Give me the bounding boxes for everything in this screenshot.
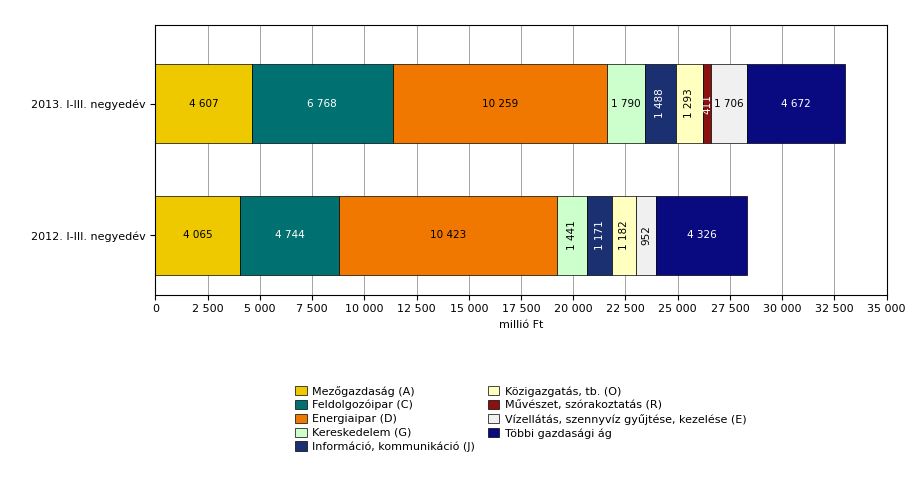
Bar [747,64,845,143]
Text: 10 259: 10 259 [482,99,518,109]
Bar [251,64,393,143]
Text: 411: 411 [702,94,712,113]
Text: 952: 952 [642,225,652,246]
Legend: Mezőgazdaság (A), Feldolgozóipar (C), Energiaipar (D), Kereskedelem (G), Informá: Mezőgazdaság (A), Feldolgozóipar (C), En… [291,381,751,457]
Bar [588,196,611,275]
Text: 4 326: 4 326 [686,230,717,240]
Text: 4 607: 4 607 [188,99,218,109]
Text: 4 065: 4 065 [183,230,213,240]
Bar [558,196,588,275]
Bar [636,196,656,275]
Bar [155,64,251,143]
Text: 1 293: 1 293 [685,89,695,118]
Bar [644,64,675,143]
X-axis label: millió Ft: millió Ft [499,320,543,330]
Text: 1 182: 1 182 [619,220,629,250]
Text: 10 423: 10 423 [430,230,466,240]
Text: 6 768: 6 768 [307,99,337,109]
Bar [611,196,636,275]
Text: 1 706: 1 706 [715,99,744,109]
Bar [240,196,339,275]
Bar [339,196,558,275]
Bar [703,64,711,143]
Text: 4 744: 4 744 [275,230,304,240]
Bar [607,64,644,143]
Text: 1 790: 1 790 [611,99,641,109]
Text: 1 441: 1 441 [568,220,578,250]
Bar [675,64,703,143]
Bar [393,64,607,143]
Text: 4 672: 4 672 [781,99,811,109]
Text: 1 488: 1 488 [655,89,665,118]
Bar [656,196,747,275]
Bar [155,196,240,275]
Text: 1 171: 1 171 [594,220,604,250]
Bar [711,64,747,143]
